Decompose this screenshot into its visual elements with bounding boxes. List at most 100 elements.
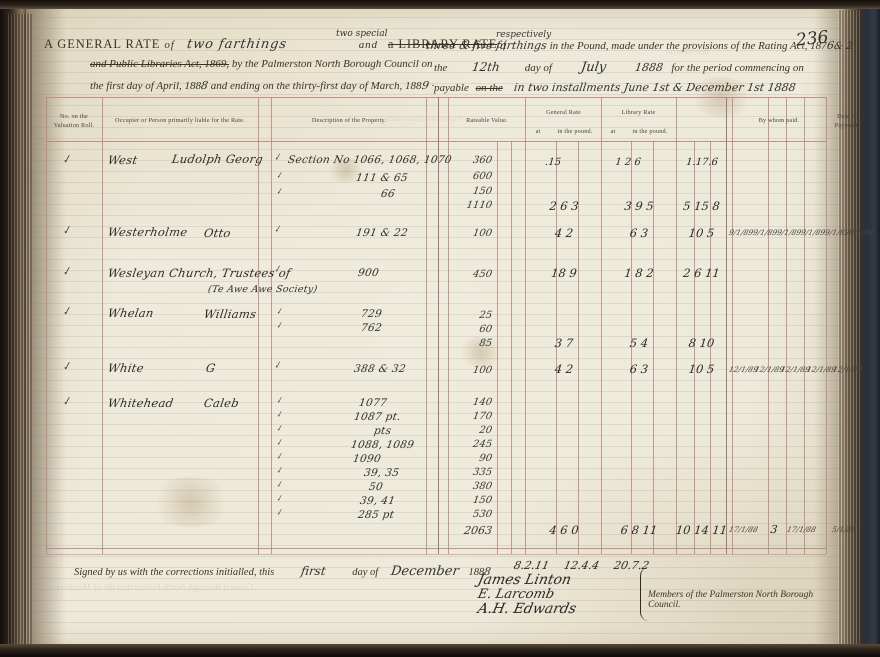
heading-year-start-written: 8 xyxy=(200,79,209,92)
col-rule-tickbox xyxy=(271,97,272,554)
row-payment-date: 9/1/89 xyxy=(847,228,875,237)
row-occupier-surname: Westerholme xyxy=(106,225,189,239)
row-description: 762 xyxy=(360,322,383,334)
row-library-rate: 6 3 xyxy=(629,362,649,376)
row-extra-amount: 5/1/88 xyxy=(830,525,858,534)
colheader-description: Description of the Property. xyxy=(311,117,387,124)
row-total-rate: 10 5 xyxy=(687,226,716,240)
row-description: 1090 xyxy=(352,453,382,465)
row-rateable-value: 25 xyxy=(478,310,493,321)
heading-year-written: 1888 xyxy=(633,61,664,74)
row-occupier-given: G xyxy=(204,361,217,375)
colheader-general-rate-pound: in the pound. xyxy=(557,128,593,135)
row-tick: ✓ xyxy=(60,151,74,168)
row-rateable-value: 245 xyxy=(472,439,493,450)
heading-month-written: July xyxy=(579,60,607,75)
row-extra-amount: 3 xyxy=(769,523,779,536)
heading-day-written: 12th xyxy=(471,60,502,74)
heading-right-line-3: payable on the in two installments June … xyxy=(434,81,797,94)
row-tick: ✓ xyxy=(60,263,74,280)
book-top-edge xyxy=(0,0,880,9)
row-rateable-value-total: 85 xyxy=(478,338,493,349)
row-description: 285 pt xyxy=(357,509,396,521)
heading-pound-rate-written: three & five farthings xyxy=(425,39,548,52)
row-rateable-value: 150 xyxy=(472,186,493,197)
row-description: 1077 xyxy=(358,397,388,409)
heading-payable: payable xyxy=(434,82,469,94)
desc-tick: ✓ xyxy=(272,152,283,164)
desc-tick: ✓ xyxy=(274,493,284,504)
col-rule-after-general-rate xyxy=(601,97,602,554)
row-occupier-given: Caleb xyxy=(202,396,241,410)
col-rule-value-pounds xyxy=(497,141,498,554)
row-library-rate: 1 8 2 xyxy=(623,266,655,280)
colheader-library-rate-at: at xyxy=(610,128,616,135)
row-payment-date: 9/1/89 xyxy=(775,228,803,237)
row-tick: ✓ xyxy=(60,303,74,320)
row-description: 388 & 32 xyxy=(353,363,407,375)
row-total-rate: 10 5 xyxy=(687,362,716,376)
heading-commencing-text: for the period commencing on xyxy=(671,62,804,74)
col-rule-after-value xyxy=(525,97,526,554)
row-general-rate: 3 7 xyxy=(554,336,574,350)
col-rule-after-roll-no xyxy=(102,97,103,554)
colheader-valuation-roll-no: No. on the Valuation Roll. xyxy=(53,113,95,129)
row-rateable-value-total: 2063 xyxy=(462,524,494,537)
heading-right-line-1: three & five farthings in the Pound, mad… xyxy=(425,39,853,52)
heading-installments-written: in two installments June 1st & December … xyxy=(512,81,797,94)
book-binding-right xyxy=(844,0,880,657)
row-rateable-value: 100 xyxy=(472,228,493,239)
row-general-rate: 4 2 xyxy=(554,226,574,240)
colheader-library-rate-pound: in the pound. xyxy=(632,128,668,135)
row-description: 111 & 65 xyxy=(355,172,409,184)
heading-council-text: by the Palmerston North Borough Council … xyxy=(231,58,433,70)
row-occupier-given: Otto xyxy=(202,226,232,240)
row-payment-date: 9/1/89 xyxy=(823,228,851,237)
colheader-date-of-payment: Date of Payment. xyxy=(834,113,860,129)
desc-tick: ✓ xyxy=(274,409,284,420)
heading-public-libraries-act-struck: and Public Libraries Act, 1869, xyxy=(90,58,230,70)
row-occupier-surname: White xyxy=(106,361,145,375)
row-occupier-surname: Whelan xyxy=(106,306,155,320)
row-occupier-surname: West xyxy=(106,153,139,167)
row-rateable-value: 380 xyxy=(472,481,493,492)
row-extra-amount: 17/1/88 xyxy=(727,525,760,534)
heading-of: of xyxy=(164,39,175,51)
desc-tick: ✓ xyxy=(274,451,284,462)
heading-and: and xyxy=(358,39,378,51)
desc-tick: ✓ xyxy=(274,507,284,518)
row-general-rate: 18 9 xyxy=(550,266,578,280)
table-body-bottom-rule xyxy=(46,548,826,549)
row-total-unit: 1.17.6 xyxy=(685,157,719,168)
col-rule-value-shillings xyxy=(511,141,512,554)
row-library-rate: 3 9 5 xyxy=(623,199,655,213)
col-rule-before-date-paid xyxy=(826,97,827,554)
footer-month-written: December xyxy=(389,564,460,579)
heading-rating-act-text: in the Pound, made under the provisions … xyxy=(549,40,827,52)
col-rule-paid-3 xyxy=(786,97,787,554)
heading-line-3: the first day of April, 1888 and ending … xyxy=(90,79,435,92)
heading-the: the xyxy=(434,62,448,74)
row-general-rate: 4 6 0 xyxy=(548,523,580,537)
row-payment-date: 9/1/89 xyxy=(751,228,779,237)
row-general-rate: 2 6 3 xyxy=(548,199,580,213)
row-rateable-value: 60 xyxy=(478,324,493,335)
heading-right-line-2: the 12th day of July 1888 for the period… xyxy=(434,60,804,75)
colheader-by-whom-paid: By whom paid. xyxy=(758,117,800,124)
row-payment-date: 9/1/89 xyxy=(727,228,755,237)
row-rateable-value: 450 xyxy=(472,269,493,280)
row-library-rate-unit: 1 2 6 xyxy=(614,157,642,168)
row-rateable-value-total: 1110 xyxy=(465,200,493,211)
heading-interlineation-two-special: two special xyxy=(336,29,388,39)
signature-ah-edwards: A.H. Edwards xyxy=(476,601,578,617)
row-tick: ✓ xyxy=(60,222,74,239)
row-rateable-value: 530 xyxy=(472,509,493,520)
row-library-rate: 6 3 xyxy=(629,226,649,240)
heading-rating-act-amendment: & 2 xyxy=(832,41,853,52)
col-rule-paid-4 xyxy=(804,97,805,554)
row-rateable-value: 140 xyxy=(472,397,493,408)
table-top-rule xyxy=(46,97,826,98)
colheader-occupier: Occupier or Person primarily liable for … xyxy=(115,117,245,124)
footer-day-written: first xyxy=(299,564,327,578)
book-binding-left xyxy=(0,0,26,657)
